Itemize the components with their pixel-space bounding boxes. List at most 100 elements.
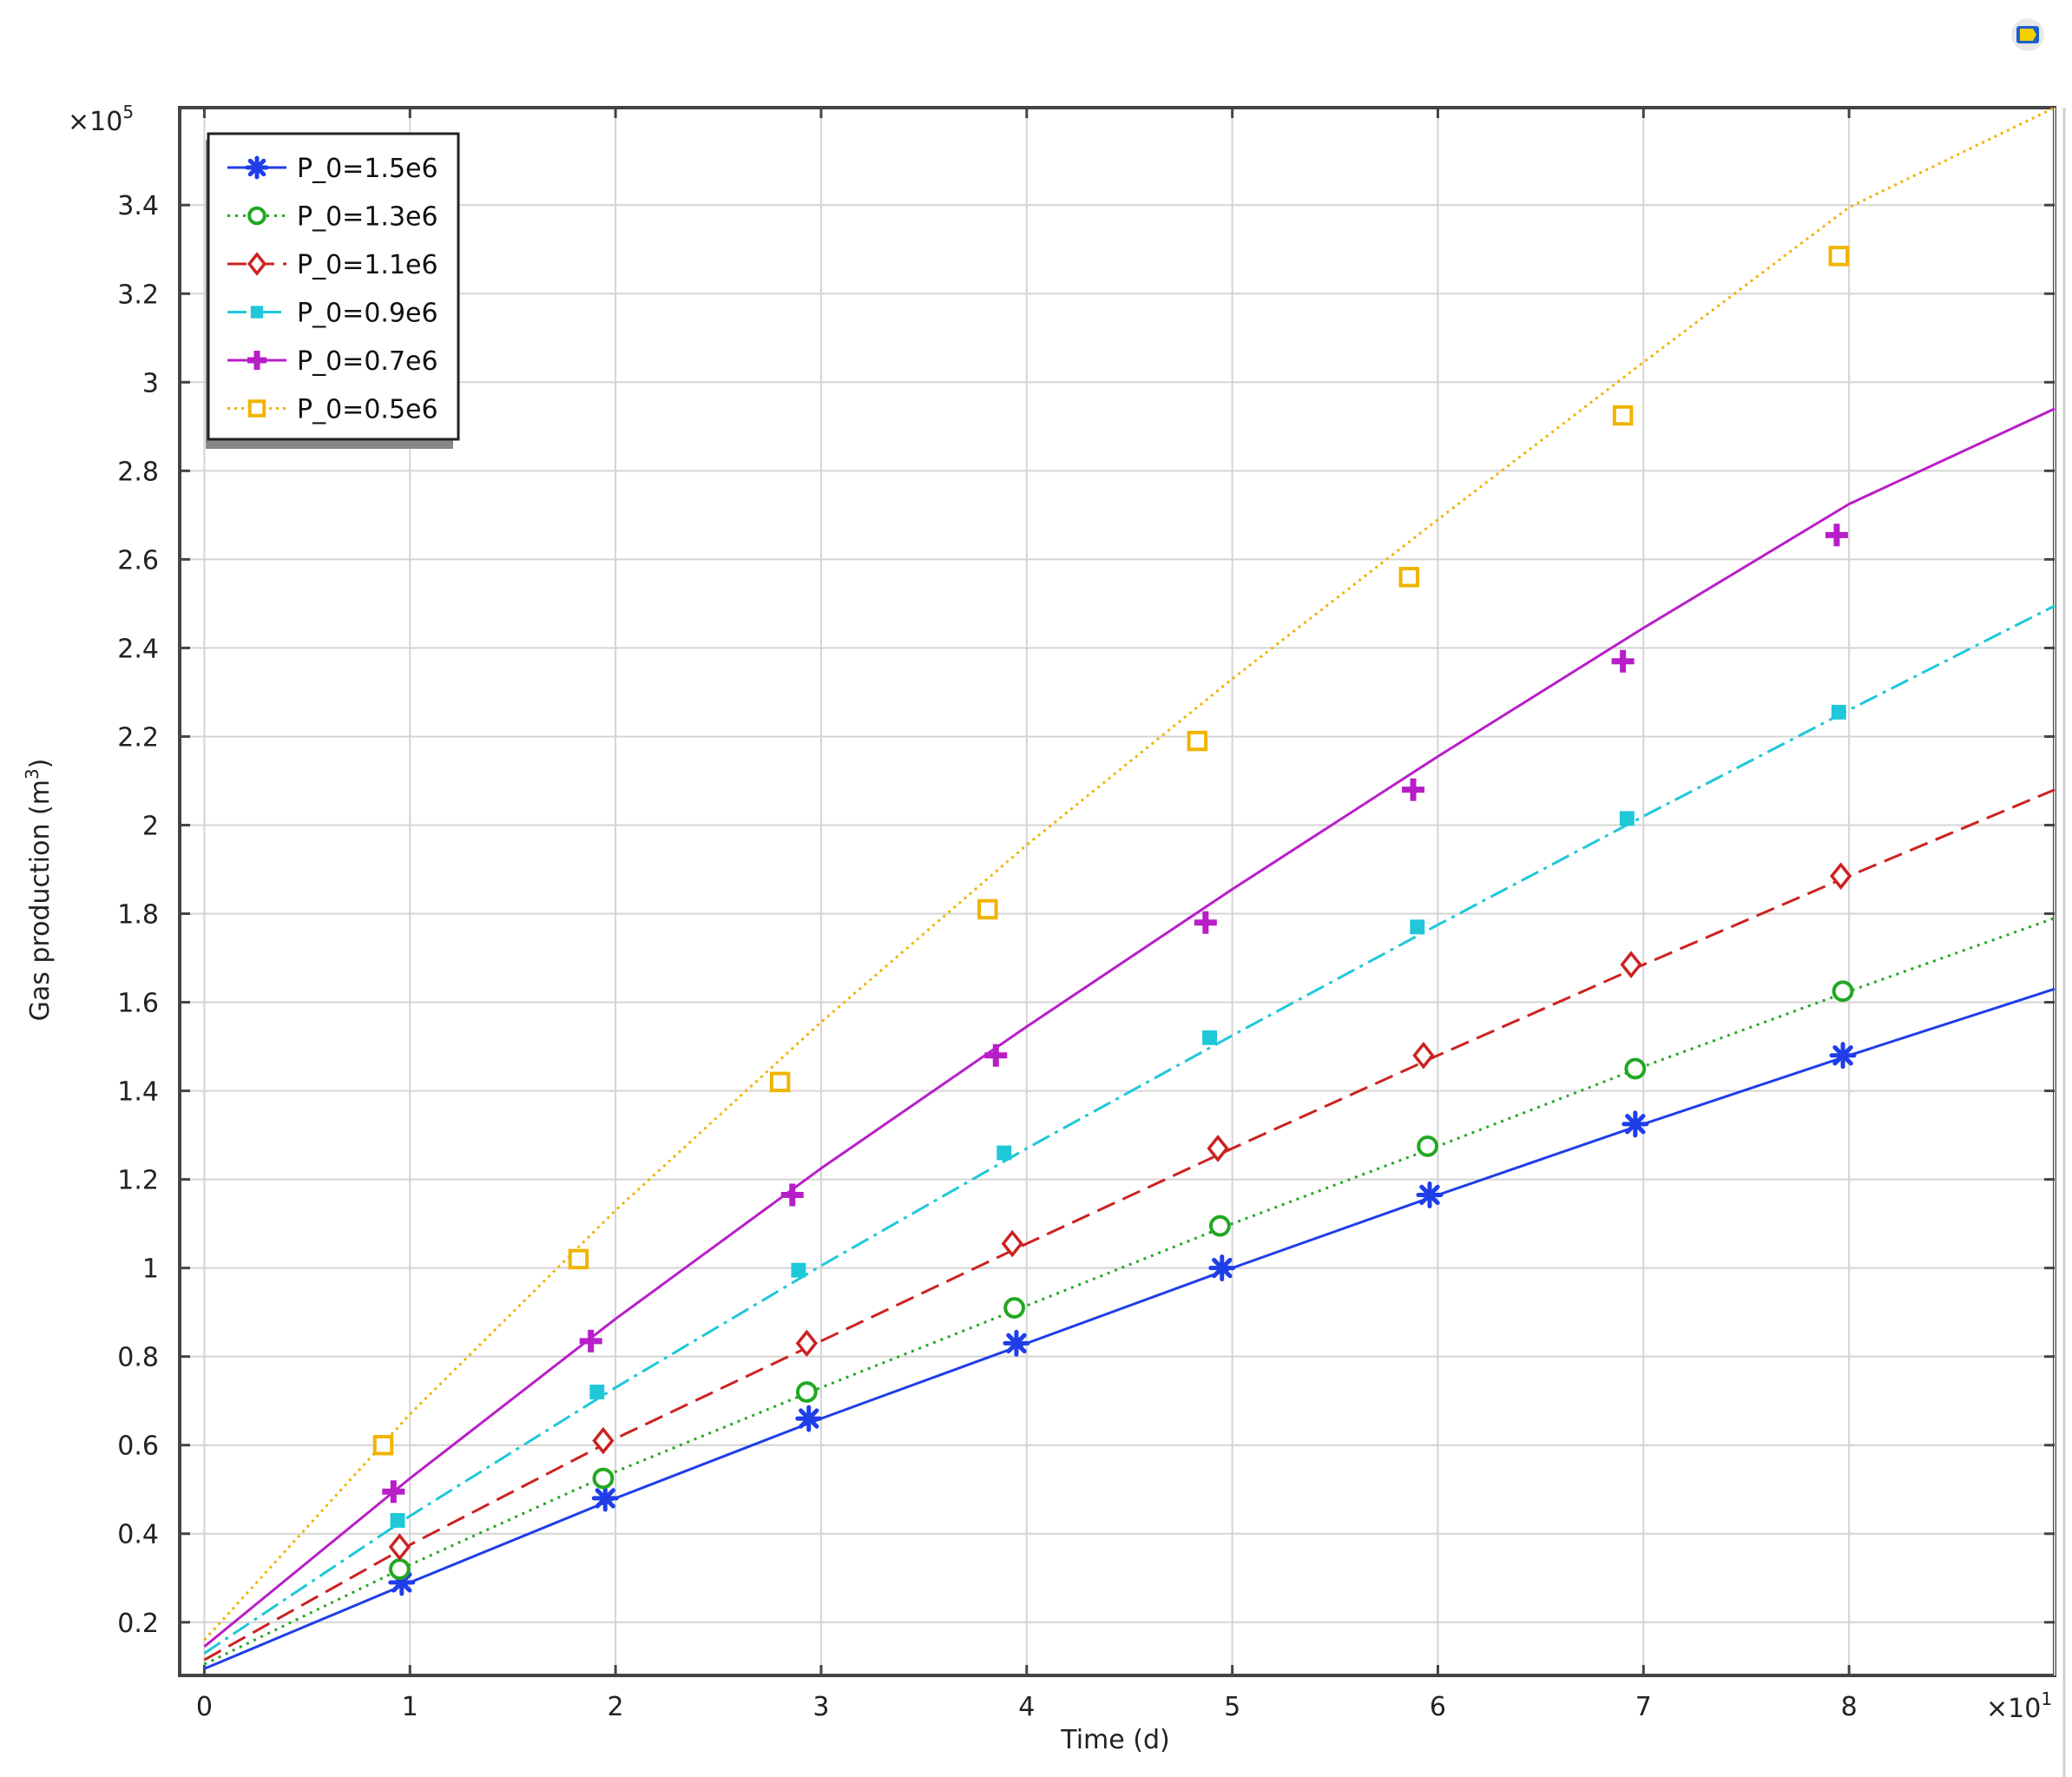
- marker-diamond: [795, 1329, 819, 1358]
- x-multiplier-base: ×10: [1986, 1694, 2041, 1724]
- marker-plus: [984, 1043, 1008, 1067]
- marker-square-filled: [1410, 919, 1425, 935]
- x-tick-label: 2: [608, 1692, 624, 1722]
- marker-square-filled: [1619, 811, 1635, 826]
- series-line-5: [203, 407, 2056, 1648]
- marker-asterisk: [1416, 1181, 1444, 1208]
- y-tick-label: 1.6: [117, 989, 159, 1019]
- marker-square: [1612, 405, 1634, 426]
- x-axis-multiplier: ×101: [1986, 1688, 2052, 1724]
- marker-asterisk: [1621, 1110, 1649, 1138]
- legend-entry: P_0=0.7e6: [227, 346, 438, 377]
- marker-plus: [1194, 911, 1217, 934]
- marker-asterisk: [1829, 1042, 1857, 1069]
- marker-plus: [579, 1329, 602, 1352]
- y-tick-label: 1.2: [117, 1166, 159, 1196]
- y-tick-label: 1.4: [117, 1077, 159, 1108]
- marker-plus: [1825, 523, 1848, 547]
- series-line-4: [203, 604, 2056, 1655]
- app-logo-icon[interactable]: [2011, 18, 2044, 51]
- series-line-1: [203, 987, 2056, 1670]
- marker-circle: [1209, 1214, 1231, 1237]
- marker-plus: [1611, 649, 1635, 673]
- marker-diamond: [1830, 862, 1852, 890]
- marker-square: [372, 1434, 394, 1456]
- data-markers: [372, 246, 1857, 1596]
- marker-asterisk: [1003, 1329, 1030, 1357]
- marker-square-filled: [589, 1385, 605, 1399]
- legend-label: P_0=0.5e6: [297, 395, 438, 425]
- marker-plus: [1402, 778, 1425, 801]
- x-tick-label: 8: [1841, 1692, 1858, 1722]
- marker-square: [247, 399, 266, 418]
- y-tick-label: 1: [142, 1254, 159, 1285]
- legend-label: P_0=1.1e6: [297, 250, 438, 280]
- legend: P_0=1.5e6 P_0=1.3e6 P_0=1.1e6 P_0=0.9e6 P_0=…: [206, 132, 460, 449]
- marker-circle: [592, 1467, 615, 1490]
- x-axis-title: Time (d): [1060, 1725, 1169, 1755]
- x-tick-label: 4: [1018, 1692, 1035, 1722]
- marker-asterisk: [591, 1484, 619, 1512]
- x-tick-label: 0: [196, 1692, 213, 1722]
- axis-ticks: 0 1 2 3 4 5 6 7 8 0.2 0.4 0.6 0.8 1 1.2 1.4 1.6 1.8 2 2.2 2.…: [117, 108, 2055, 1722]
- marker-diamond: [1001, 1229, 1023, 1258]
- x-tick-label: 6: [1430, 1692, 1446, 1722]
- marker-plus: [382, 1480, 405, 1504]
- y-axis-title-main: Gas production (m: [25, 780, 56, 1021]
- legend-entry: P_0=0.5e6: [227, 395, 438, 425]
- y-axis-title-close: ): [25, 759, 56, 769]
- x-multiplier-exponent: 1: [2041, 1688, 2052, 1709]
- marker-square-filled: [997, 1145, 1012, 1161]
- y-tick-label: 2.2: [117, 722, 159, 753]
- marker-circle: [247, 206, 266, 226]
- x-tick-label: 1: [402, 1692, 418, 1722]
- marker-diamond: [592, 1426, 615, 1455]
- marker-square-filled: [250, 306, 264, 319]
- series-line-2: [203, 917, 2056, 1666]
- y-multiplier-base: ×10: [68, 107, 122, 137]
- marker-circle: [1624, 1057, 1647, 1080]
- x-tick-label: 7: [1635, 1692, 1652, 1722]
- marker-circle: [1417, 1135, 1439, 1157]
- marker-square: [977, 898, 998, 920]
- y-tick-label: 2.8: [117, 457, 159, 487]
- series-line-3: [203, 788, 2056, 1662]
- y-tick-label: 1.8: [117, 900, 159, 931]
- marker-circle: [795, 1381, 818, 1403]
- y-tick-label: 3.2: [117, 280, 159, 310]
- series-line-6: [203, 106, 2056, 1642]
- marker-square-filled: [1831, 704, 1846, 720]
- marker-diamond: [247, 252, 267, 276]
- data-series: [203, 106, 2056, 1670]
- y-tick-label: 2: [142, 811, 159, 841]
- marker-asterisk: [795, 1405, 823, 1432]
- marker-square: [568, 1248, 589, 1270]
- y-tick-label: 3.4: [117, 191, 159, 221]
- legend-entry: P_0=1.5e6: [227, 154, 438, 184]
- y-axis-title-sup: 3: [22, 768, 43, 780]
- marker-plus: [780, 1183, 804, 1207]
- marker-asterisk: [1208, 1254, 1236, 1282]
- y-tick-label: 2.4: [117, 634, 159, 664]
- legend-label: P_0=0.7e6: [297, 346, 438, 377]
- marker-square: [1187, 730, 1208, 752]
- y-tick-label: 2.6: [117, 545, 159, 576]
- legend-label: P_0=0.9e6: [297, 299, 438, 329]
- y-tick-label: 3: [142, 368, 159, 398]
- marker-circle: [1003, 1297, 1025, 1319]
- y-axis-title: Gas production (m3): [22, 759, 56, 1022]
- x-tick-label: 5: [1224, 1692, 1240, 1722]
- marker-square-filled: [791, 1262, 806, 1278]
- x-tick-label: 3: [812, 1692, 829, 1722]
- y-tick-label: 0.8: [117, 1343, 159, 1373]
- y-tick-label: 0.4: [117, 1520, 159, 1550]
- marker-plus: [247, 351, 266, 370]
- y-tick-label: 0.6: [117, 1431, 159, 1462]
- y-axis-multiplier: ×105: [68, 102, 134, 137]
- y-multiplier-exponent: 5: [122, 102, 134, 122]
- marker-square: [769, 1071, 791, 1093]
- marker-circle: [1832, 980, 1854, 1003]
- marker-diamond: [388, 1533, 411, 1561]
- marker-circle: [389, 1558, 411, 1580]
